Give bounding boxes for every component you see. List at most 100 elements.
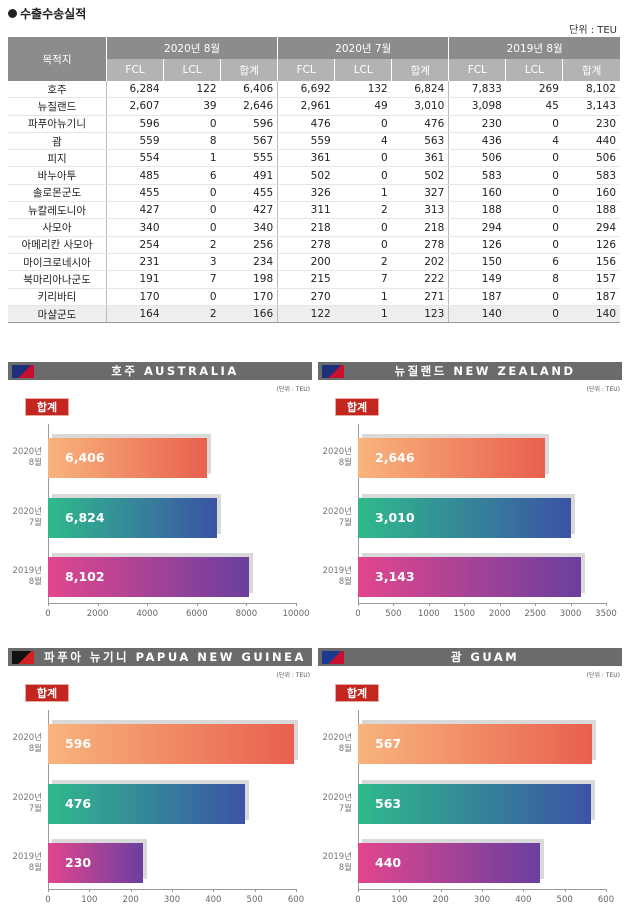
subheader: FCL (105, 59, 164, 81)
unit-note: (단위 : TEU) (276, 386, 310, 393)
row-label: 솔로몬군도 (8, 184, 107, 203)
x-tick-label: 500 (246, 895, 263, 905)
table-row: 괌 559 8 567 559 4 563 436 4 440 (8, 132, 620, 151)
cell: 3,010 (391, 97, 449, 116)
x-tick-label: 10000 (282, 609, 310, 619)
bar (48, 843, 144, 884)
cell: 157 (562, 270, 620, 289)
cell: 230 (448, 115, 506, 133)
group-header: 2020년 7월 (277, 37, 449, 59)
cell: 156 (562, 253, 620, 272)
cell: 1 (163, 149, 221, 168)
tick-mark (358, 889, 359, 892)
tick-mark (254, 889, 256, 892)
cell: 198 (220, 270, 278, 289)
tick-mark (535, 603, 537, 606)
cell: 3,098 (448, 97, 506, 116)
panel-header (8, 648, 312, 666)
badge: 합계 (335, 684, 379, 702)
cell: 440 (562, 132, 620, 151)
subheader: 합계 (220, 59, 278, 81)
cell: 140 (448, 305, 506, 324)
tick-mark (499, 603, 501, 606)
x-tick-label: 400 (205, 895, 222, 905)
category-label: 2019년 8월 (12, 566, 42, 588)
chart-panel: 뉴질랜드 NEW ZEALAND (단위 : TEU) 합계 0 500 1000 1500… (318, 362, 622, 622)
cell: 269 (505, 81, 563, 99)
panel-header (318, 648, 622, 666)
cell: 187 (448, 288, 506, 306)
table-row: 호주 6,284 122 6,406 6,692 132 6,824 7,833 269 8,10… (8, 81, 620, 99)
chart-title: 괌 GUAM (450, 650, 520, 664)
cell: 427 (105, 201, 164, 220)
cell: 188 (448, 201, 506, 220)
table-row: 아메리칸 사모아 254 2 256 278 0 278 126 0 126 (8, 236, 620, 254)
cell: 6,406 (220, 81, 278, 99)
cell: 311 (277, 201, 335, 220)
cell: 2,961 (277, 97, 335, 116)
cell: 132 (334, 81, 392, 99)
cell: 6 (505, 253, 563, 272)
cell: 596 (220, 115, 278, 133)
cell: 0 (505, 115, 563, 133)
cell: 1 (334, 184, 392, 203)
subheader-row: FCL LCL 합계 FCL LCL 합계 FCL LCL 합계 (8, 59, 620, 81)
tick-mark (172, 889, 173, 892)
cell: 278 (277, 236, 335, 254)
cell: 559 (105, 132, 164, 151)
cell: 278 (391, 236, 449, 254)
subheader: LCL (334, 59, 392, 81)
badge: 합계 (25, 684, 69, 702)
chart-title: 호주 AUSTRALIA (111, 364, 239, 378)
table-row: 파푸아뉴기니 596 0 596 476 0 476 230 0 230 (8, 115, 620, 133)
row-label: 마이크로네시아 (8, 253, 107, 272)
bar (358, 783, 591, 824)
cell: 2 (334, 253, 392, 272)
value-label: 2,646 (375, 449, 415, 465)
row-label: 바누아투 (8, 166, 107, 185)
corner-header: 목적지 (8, 37, 107, 81)
subheader: FCL (277, 59, 335, 81)
cell: 506 (562, 149, 620, 168)
cell: 0 (505, 305, 563, 324)
cell: 150 (448, 253, 506, 272)
tick-mark (606, 889, 607, 892)
bar (48, 437, 207, 478)
panel-header (318, 362, 622, 380)
row-label: 마샬군도 (8, 305, 107, 324)
cell: 122 (277, 305, 335, 324)
tick-mark (606, 603, 607, 606)
cell: 7 (163, 270, 221, 289)
value-label: 8,102 (65, 569, 105, 585)
x-tick-label: 2000 (86, 609, 109, 619)
cell: 126 (448, 236, 506, 254)
cell: 340 (220, 218, 278, 237)
cell: 45 (505, 97, 563, 116)
cell: 8 (163, 132, 221, 151)
cell: 7,833 (448, 81, 506, 99)
category-label: 2019년 8월 (12, 852, 42, 874)
chart-title: 뉴질랜드 NEW ZEALAND (394, 364, 576, 378)
tick-mark (246, 603, 248, 606)
cell: 0 (163, 218, 221, 237)
row-label: 키리바티 (8, 288, 107, 306)
axis-line (358, 603, 606, 604)
category-label: 2020년 8월 (322, 732, 352, 754)
axis-line (48, 603, 296, 604)
value-label: 230 (65, 855, 92, 871)
cell: 256 (220, 236, 278, 254)
value-label: 3,010 (375, 509, 415, 525)
x-tick-label: 0 (355, 609, 361, 619)
cell: 140 (562, 305, 620, 324)
tick-mark (570, 603, 572, 606)
cell: 476 (277, 115, 335, 133)
cell: 0 (334, 218, 392, 237)
cell: 270 (277, 288, 335, 306)
bar (48, 723, 295, 764)
value-label: 440 (375, 855, 402, 871)
bar (358, 723, 593, 764)
cell: 191 (105, 270, 164, 289)
cell: 164 (105, 305, 164, 324)
tick-mark (440, 889, 442, 892)
tick-mark (48, 603, 49, 606)
